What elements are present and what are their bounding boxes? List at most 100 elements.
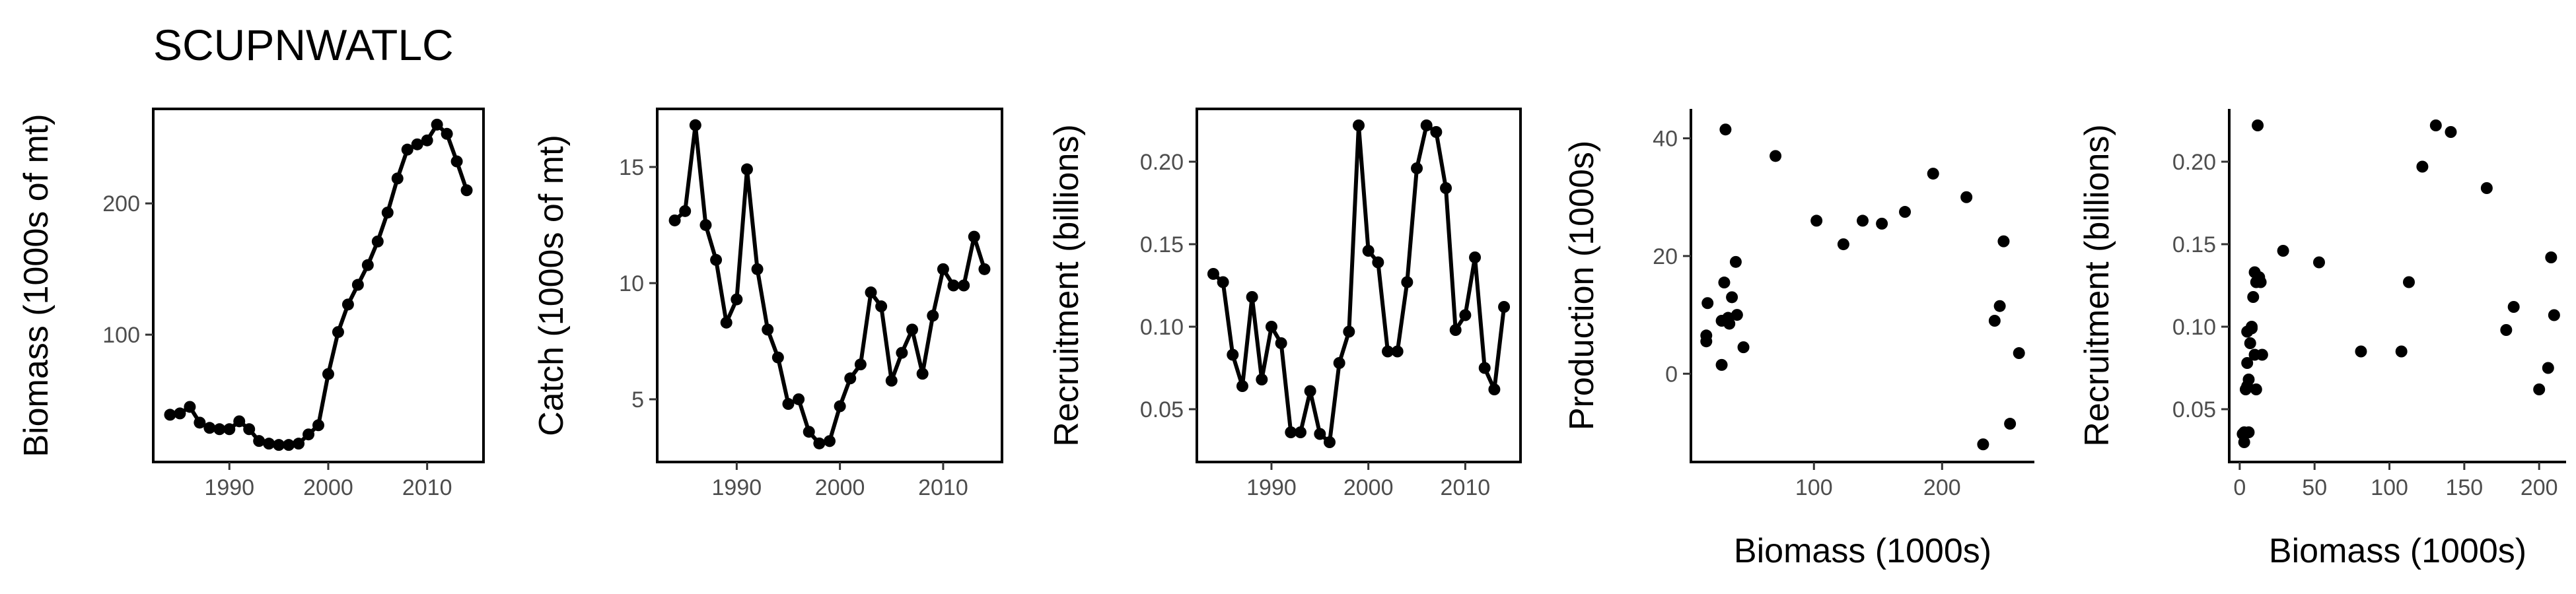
data-point	[1304, 385, 1316, 397]
data-point	[1718, 277, 1731, 289]
data-point	[1459, 309, 1472, 321]
data-point	[2533, 383, 2546, 395]
data-point	[2244, 337, 2256, 349]
data-point	[803, 426, 815, 438]
series-line	[672, 123, 987, 446]
data-point	[885, 374, 898, 387]
x-tick-label: 2010	[402, 475, 452, 500]
x-tick-label: 2000	[815, 475, 865, 500]
x-tick-label: 2000	[1343, 475, 1394, 500]
data-point	[1857, 214, 1869, 227]
data-point	[1876, 217, 1888, 230]
data-point	[875, 300, 888, 313]
x-axis-title: Biomass (1000s)	[1734, 532, 1991, 570]
data-point	[978, 263, 991, 275]
x-tick-label: 2010	[918, 475, 968, 500]
data-point	[371, 235, 384, 248]
data-point	[937, 263, 949, 275]
data-point	[1478, 362, 1491, 374]
data-point	[2480, 182, 2493, 194]
data-point	[1469, 251, 1482, 263]
data-point	[322, 368, 334, 380]
data-point	[1810, 214, 1823, 227]
data-point	[1977, 438, 1989, 451]
data-point	[293, 438, 305, 450]
data-point	[1719, 123, 1732, 136]
y-axis-title: Recruitment (billions)	[1048, 124, 1086, 446]
data-point	[1382, 345, 1394, 358]
y-tick-label: 0.05	[2172, 397, 2216, 422]
data-point	[2355, 345, 2367, 358]
data-point	[2416, 160, 2429, 173]
data-point	[906, 323, 919, 336]
data-point	[1715, 358, 1728, 371]
production-vs-biomass-chart: 100 200 0 20 40 Production (1000s) Biomass (10…	[1563, 109, 2034, 570]
x-tick-label: 200	[1923, 475, 1961, 500]
data-point	[2242, 426, 2255, 438]
data-point	[1265, 321, 1277, 333]
data-point	[2445, 126, 2457, 138]
y-axis-title: Recruitment (billions)	[2078, 124, 2116, 446]
data-point	[351, 279, 364, 291]
data-point	[2542, 362, 2554, 374]
data-point	[2500, 324, 2513, 336]
data-point	[1333, 357, 1345, 369]
data-point	[2507, 301, 2520, 313]
data-point	[834, 400, 846, 412]
data-point	[2242, 374, 2255, 385]
data-point	[233, 415, 246, 428]
data-point	[2250, 383, 2262, 395]
data-point	[1246, 291, 1258, 303]
data-point	[751, 263, 764, 275]
y-tick-label: 0	[1665, 362, 1678, 387]
y-tick-label: 0.20	[2172, 150, 2216, 175]
data-point	[2545, 251, 2558, 263]
data-point	[2277, 245, 2289, 257]
data-point	[1449, 324, 1462, 336]
data-point	[854, 358, 867, 371]
data-point	[762, 323, 774, 336]
data-point	[411, 138, 423, 150]
data-point	[441, 127, 453, 140]
data-point	[2252, 119, 2264, 131]
data-point	[2256, 348, 2268, 361]
data-point	[668, 214, 681, 226]
data-point	[421, 134, 433, 147]
data-point	[283, 439, 295, 451]
data-point	[1726, 291, 1738, 304]
data-point	[2013, 347, 2025, 360]
data-point	[332, 326, 344, 339]
data-point	[1729, 255, 1742, 268]
catch-chart: 1990 2000 2010 5 10 15 Catch (1000s of mt)	[532, 108, 1003, 500]
y-tick-label: 40	[1653, 127, 1678, 152]
plot-frame	[152, 108, 485, 463]
data-point	[1837, 238, 1849, 251]
x-tick-label: 100	[2371, 475, 2408, 500]
data-point	[844, 372, 857, 385]
data-point	[303, 428, 315, 441]
data-point	[1700, 329, 1713, 342]
data-point	[865, 286, 877, 299]
data-point	[1362, 245, 1375, 257]
y-tick-label: 100	[102, 323, 140, 348]
data-point	[1440, 182, 1452, 194]
y-tick-label: 20	[1653, 244, 1678, 269]
x-tick-label: 150	[2445, 475, 2483, 500]
data-point	[793, 393, 805, 405]
data-point	[2254, 276, 2267, 288]
x-tick-label: 100	[1795, 475, 1833, 500]
data-point	[824, 435, 836, 447]
data-point	[312, 419, 324, 432]
data-point	[1343, 325, 1355, 338]
data-point	[1236, 380, 1248, 392]
data-point	[401, 143, 413, 156]
data-point	[679, 205, 692, 217]
y-tick-label: 0.15	[2172, 232, 2216, 257]
data-point	[1401, 276, 1413, 288]
data-point	[740, 163, 753, 176]
data-point	[1411, 162, 1423, 174]
data-point	[916, 368, 929, 380]
data-point	[203, 422, 216, 434]
data-point	[174, 407, 186, 420]
data-point	[720, 316, 733, 329]
